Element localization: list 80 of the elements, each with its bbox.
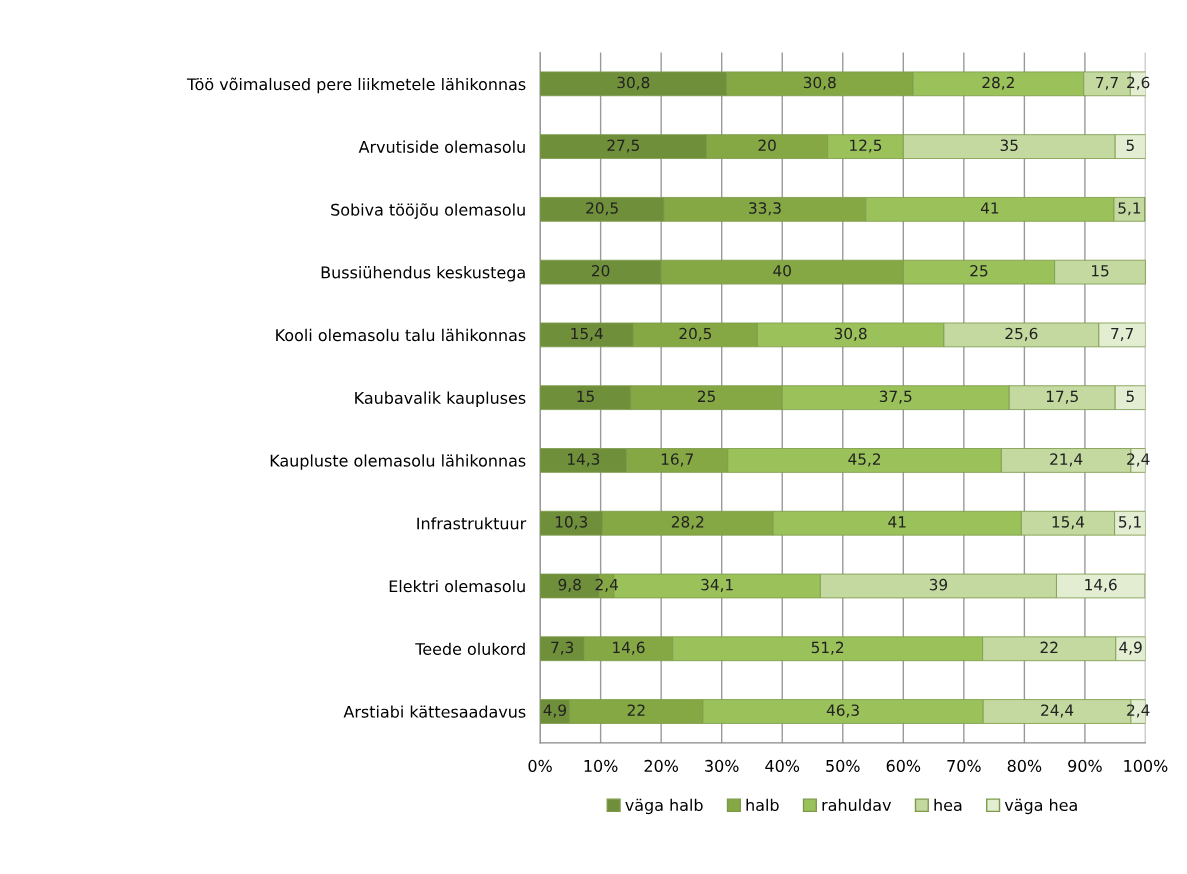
data-label: 51,2 [811, 641, 844, 655]
data-label: 20 [592, 265, 610, 277]
legend-label: väga halb [625, 798, 703, 815]
data-label: 30,8 [834, 327, 867, 341]
data-label: 15 [577, 390, 594, 403]
x-tick-label: 0% [528, 759, 552, 772]
y-tick-label: Arstiabi kättesaadavus [343, 705, 526, 718]
data-label: 5,1 [1119, 516, 1141, 530]
data-label: 35 [1000, 139, 1018, 152]
data-label: 20,5 [679, 327, 712, 341]
data-label: 22 [627, 704, 645, 716]
data-label: 27,5 [607, 139, 639, 153]
data-label: 9,8 [558, 578, 581, 592]
data-label: 40 [773, 265, 791, 277]
data-label: 21,4 [1050, 453, 1083, 467]
y-tick-label: Kaubavalik kaupluses [355, 391, 526, 408]
data-label: 24,4 [1041, 704, 1074, 718]
x-tick-label: 50% [826, 759, 860, 772]
data-label: 4,9 [1119, 641, 1142, 655]
x-tick-label: 40% [765, 759, 800, 772]
data-label: 41 [888, 516, 906, 528]
x-tick-label: 70% [947, 759, 981, 772]
data-label: 30,8 [803, 76, 836, 90]
data-label: 5 [1126, 390, 1134, 403]
y-tick-label: Bussiühendus keskustega [321, 266, 525, 282]
data-label: 12,5 [850, 139, 882, 153]
data-label: 45,2 [848, 453, 881, 467]
data-label: 2,4 [1127, 704, 1150, 718]
data-label: 2,4 [1127, 453, 1150, 467]
legend-label: rahuldav [822, 798, 892, 812]
data-label: 20,5 [586, 202, 618, 216]
y-tick-label: Kaupluste olemasolu lähikonnas [270, 454, 526, 470]
legend-label: hea [934, 798, 962, 812]
y-tick-label: Sobiva tööjõu olemasolu [331, 203, 525, 219]
data-label: 15,4 [571, 327, 603, 341]
y-tick-label: Teede olukord [415, 642, 525, 656]
data-label: 20 [758, 139, 776, 152]
x-tick-label: 100% [1124, 759, 1168, 772]
data-label: 28,2 [982, 76, 1014, 90]
data-label: 39 [929, 578, 948, 591]
data-label: 25,6 [1005, 327, 1038, 341]
data-label: 41 [980, 202, 999, 214]
data-label: 14,6 [613, 641, 645, 655]
data-label: 5 [1126, 139, 1134, 152]
data-label: 25 [970, 265, 988, 277]
data-label: 5,1 [1118, 202, 1141, 216]
data-label: 2,4 [595, 578, 618, 592]
data-label: 7,7 [1096, 76, 1118, 90]
data-label: 10,3 [555, 516, 588, 530]
x-tick-label: 30% [705, 759, 739, 772]
y-tick-label: Infrastruktuur [417, 517, 527, 530]
data-label: 15,4 [1052, 516, 1085, 530]
y-tick-label: Kooli olemasolu talu lähikonnas [276, 328, 526, 342]
y-tick-label: Arvutiside olemasolu [358, 140, 525, 153]
x-tick-label: 90% [1068, 759, 1102, 772]
x-tick-label: 20% [644, 759, 679, 772]
data-label: 37,5 [879, 390, 912, 404]
legend-label: halb [746, 798, 779, 812]
data-label: 28,2 [671, 516, 704, 530]
data-label: 14,3 [568, 453, 600, 467]
data-label: 22 [1040, 641, 1058, 653]
data-label: 34,1 [701, 578, 733, 592]
x-tick-label: 10% [584, 759, 618, 772]
data-label: 33,3 [749, 202, 781, 216]
data-label: 2,6 [1127, 76, 1150, 90]
data-label: 7,3 [551, 641, 574, 655]
data-label: 16,7 [661, 453, 693, 467]
x-tick-label: 60% [886, 759, 921, 772]
legend-label: väga hea [1004, 798, 1077, 815]
x-tick-label: 80% [1007, 759, 1042, 772]
data-label: 7,7 [1111, 327, 1133, 341]
y-tick-label: Töö võimalused pere liikmetele lähikonnas [186, 77, 526, 94]
data-label: 14,6 [1085, 578, 1117, 592]
data-label: 25 [697, 390, 715, 403]
data-label: 15 [1092, 265, 1109, 277]
data-label: 17,5 [1046, 390, 1078, 404]
data-label: 30,8 [617, 76, 650, 90]
data-label: 4,9 [543, 704, 566, 718]
data-label: 46,3 [826, 704, 859, 718]
y-tick-label: Elektri olemasolu [389, 579, 525, 593]
